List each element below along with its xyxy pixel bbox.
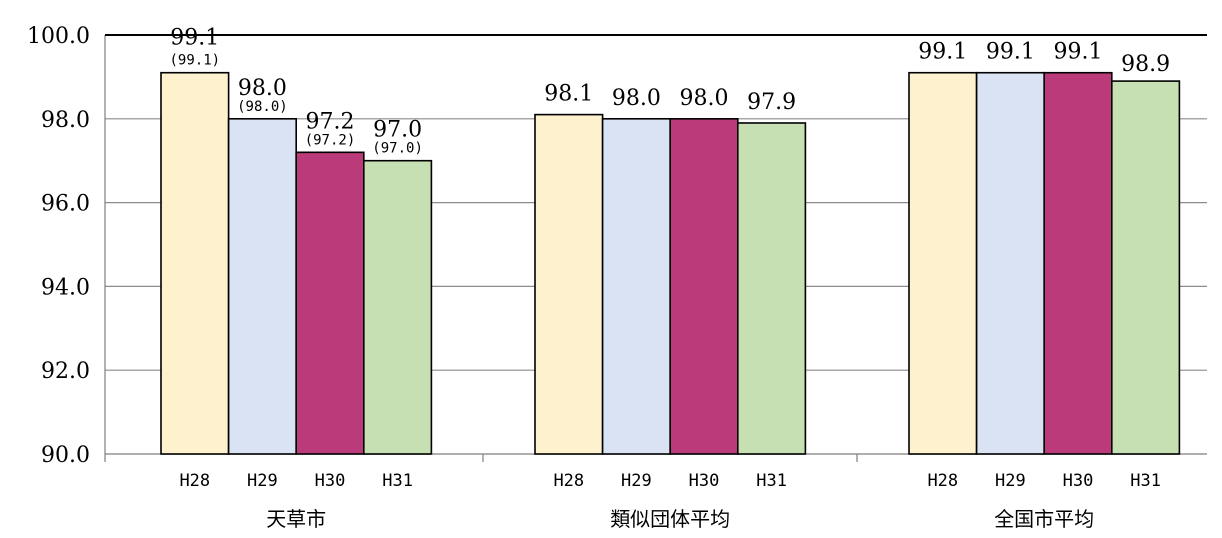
bar[interactable] — [736, 122, 807, 455]
y-tick-label: 92.0 — [41, 359, 90, 384]
x-tick-label: H28 — [927, 471, 958, 491]
bar[interactable] — [295, 151, 365, 455]
bar-value-label: 99.1 — [1054, 40, 1103, 65]
bar-value-label: 98.0 — [680, 86, 729, 111]
bar-value-label: 97.0 — [373, 118, 422, 143]
group-label: 全国市平均 — [994, 507, 1094, 531]
bar-value-label: 99.1 — [918, 40, 967, 65]
bar[interactable] — [601, 118, 671, 455]
bar[interactable] — [362, 159, 433, 455]
bar[interactable] — [669, 118, 739, 455]
bar-value-label: 97.9 — [747, 90, 796, 115]
y-tick-label: 100.0 — [27, 24, 90, 49]
bar[interactable] — [227, 118, 298, 455]
bar[interactable] — [975, 71, 1045, 455]
bar[interactable] — [908, 71, 978, 455]
bar-value-label: 99.1 — [170, 26, 219, 51]
group-label: 天草市 — [266, 507, 326, 531]
bar[interactable] — [160, 71, 230, 455]
bar-sublabel: (97.2) — [305, 132, 356, 148]
bar-value-label: 98.0 — [612, 86, 661, 111]
group-label: 類似団体平均 — [610, 507, 730, 531]
x-tick-label: H30 — [689, 471, 720, 491]
x-tick-label: H29 — [247, 471, 278, 491]
x-tick-label: H31 — [382, 471, 413, 491]
bar[interactable] — [1111, 80, 1181, 455]
x-tick-label: H30 — [1063, 471, 1094, 491]
bar-sublabel: (98.0) — [237, 99, 288, 115]
y-tick-label: 96.0 — [41, 192, 90, 217]
x-tick-label: H29 — [995, 471, 1026, 491]
x-tick-label: H29 — [621, 471, 652, 491]
bar-value-label: 99.1 — [986, 40, 1035, 65]
bar-sublabel: (99.1) — [170, 53, 221, 69]
x-tick-label: H31 — [1130, 471, 1161, 491]
bar-value-label: 98.9 — [1121, 52, 1170, 77]
bar-value-label: 97.2 — [306, 109, 355, 134]
y-tick-label: 90.0 — [41, 443, 90, 468]
y-tick-label: 94.0 — [41, 275, 90, 300]
bar[interactable] — [1043, 71, 1113, 455]
bar-sublabel: (97.0) — [372, 141, 423, 157]
x-tick-label: H30 — [315, 471, 346, 491]
bar-value-label: 98.0 — [238, 76, 287, 101]
y-tick-label: 98.0 — [41, 108, 90, 133]
bar-value-label: 98.1 — [544, 82, 593, 107]
x-tick-label: H28 — [179, 471, 210, 491]
x-tick-label: H28 — [553, 471, 584, 491]
x-tick-label: H31 — [756, 471, 787, 491]
bar[interactable] — [534, 113, 604, 455]
